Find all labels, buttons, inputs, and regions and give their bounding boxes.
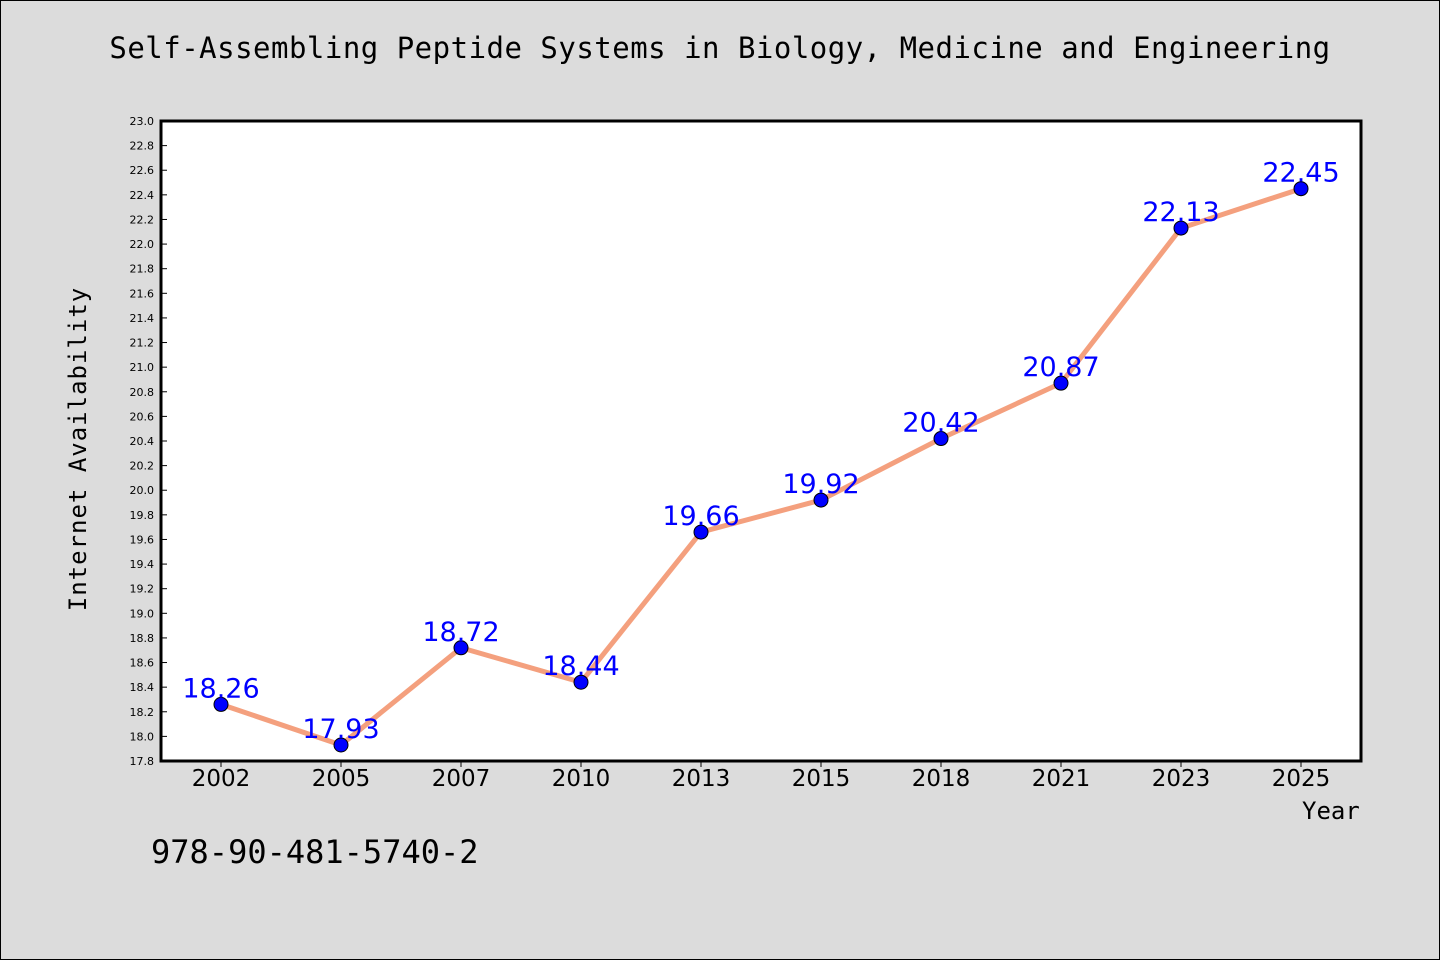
data-point xyxy=(693,524,709,540)
y-tick-label: 19.6 xyxy=(130,533,155,546)
x-tick-label: 2013 xyxy=(672,766,731,792)
y-tick-label: 18.8 xyxy=(130,632,155,645)
y-tick-label: 20.0 xyxy=(130,484,155,497)
y-tick-label: 21.4 xyxy=(130,312,155,325)
x-axis-label: Year xyxy=(1302,797,1360,825)
data-point xyxy=(813,492,829,508)
chart-title: Self-Assembling Peptide Systems in Biolo… xyxy=(109,31,1331,65)
x-tick-label: 2010 xyxy=(552,766,611,792)
data-point xyxy=(453,640,469,656)
data-label: 22.13 xyxy=(1142,197,1219,228)
x-tick-label: 2005 xyxy=(312,766,371,792)
y-tick-label: 18.6 xyxy=(130,657,155,670)
x-tick-label: 2015 xyxy=(792,766,851,792)
data-label: 22.45 xyxy=(1262,158,1339,189)
y-tick-label: 21.0 xyxy=(130,361,155,374)
y-tick-label: 22.6 xyxy=(130,164,155,177)
y-tick-label: 22.0 xyxy=(130,238,155,251)
data-point xyxy=(213,696,229,712)
x-tick-label: 2007 xyxy=(432,766,491,792)
data-label: 18.72 xyxy=(422,617,499,648)
y-tick-label: 22.2 xyxy=(130,213,155,226)
y-tick-label: 18.0 xyxy=(130,730,155,743)
data-label: 18.44 xyxy=(542,651,619,682)
x-tick-label: 2023 xyxy=(1152,766,1211,792)
y-tick-label: 21.2 xyxy=(130,337,155,350)
isbn-text: 978-90-481-5740-2 xyxy=(151,833,479,871)
data-point xyxy=(573,674,589,690)
plot-area xyxy=(159,119,1363,763)
y-tick-label: 19.4 xyxy=(130,558,155,571)
y-tick-label: 21.6 xyxy=(130,287,155,300)
data-label: 19.66 xyxy=(662,501,739,532)
data-point xyxy=(933,431,949,447)
series-line xyxy=(218,186,1304,748)
x-tick-label: 2002 xyxy=(192,766,251,792)
data-point xyxy=(1293,181,1309,197)
y-tick-label: 20.2 xyxy=(130,460,155,473)
y-tick-label: 19.0 xyxy=(130,607,155,620)
data-point xyxy=(333,737,349,753)
x-tick-label: 2025 xyxy=(1272,766,1331,792)
y-tick-label: 21.8 xyxy=(130,263,155,276)
data-label: 20.87 xyxy=(1022,352,1099,383)
y-tick-label: 19.8 xyxy=(130,509,155,522)
y-tick-label: 18.4 xyxy=(130,681,155,694)
y-tick-label: 22.8 xyxy=(130,140,155,153)
y-tick-label: 18.2 xyxy=(130,706,155,719)
y-tick-label: 19.2 xyxy=(130,583,155,596)
y-tick-label: 20.4 xyxy=(130,435,155,448)
data-point xyxy=(1053,375,1069,391)
x-tick-label: 2021 xyxy=(1032,766,1091,792)
y-tick-label: 17.8 xyxy=(130,755,155,768)
x-tick-label: 2018 xyxy=(912,766,971,792)
data-label: 17.93 xyxy=(302,714,379,745)
y-axis-label: Internet Availability xyxy=(64,286,92,612)
y-tick-label: 23.0 xyxy=(130,115,155,128)
y-tick-label: 20.8 xyxy=(130,386,155,399)
y-tick-label: 20.6 xyxy=(130,410,155,423)
data-label: 18.26 xyxy=(182,673,259,704)
data-label: 19.92 xyxy=(782,469,859,500)
data-label: 20.42 xyxy=(902,408,979,439)
y-tick-label: 22.4 xyxy=(130,189,155,202)
data-point xyxy=(1173,220,1189,236)
